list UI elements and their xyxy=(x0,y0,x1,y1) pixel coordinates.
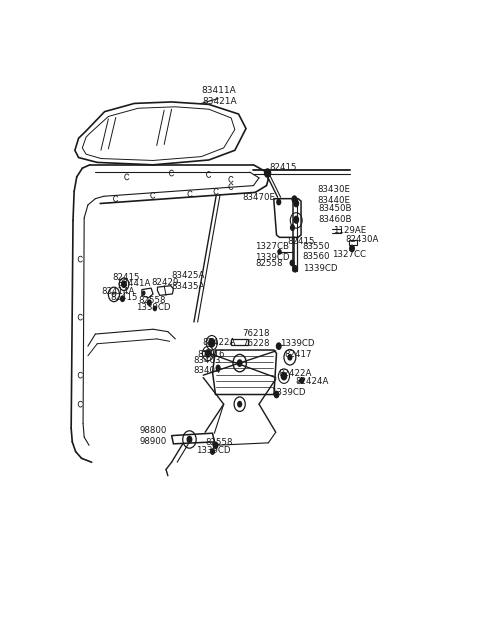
Text: 83450B
83460B: 83450B 83460B xyxy=(319,203,352,224)
Circle shape xyxy=(153,306,157,311)
Circle shape xyxy=(293,200,299,207)
Text: 1339CD: 1339CD xyxy=(280,339,315,349)
Text: 1327CC: 1327CC xyxy=(332,250,366,259)
Circle shape xyxy=(276,342,282,350)
Text: 83411A
83421A: 83411A 83421A xyxy=(202,86,237,106)
Circle shape xyxy=(120,295,125,302)
Text: 82415: 82415 xyxy=(110,293,138,302)
Circle shape xyxy=(276,198,281,205)
Circle shape xyxy=(186,436,192,443)
Text: 82415: 82415 xyxy=(112,273,140,282)
Text: 82417: 82417 xyxy=(285,350,312,359)
Circle shape xyxy=(290,224,295,231)
Circle shape xyxy=(213,441,218,449)
Circle shape xyxy=(292,265,298,273)
Text: 82422A: 82422A xyxy=(279,369,312,378)
Text: 83425A
83435A: 83425A 83435A xyxy=(172,271,205,291)
Text: 82415: 82415 xyxy=(288,237,315,246)
Circle shape xyxy=(289,259,295,266)
Text: 1339CD: 1339CD xyxy=(136,303,171,312)
Text: 82558: 82558 xyxy=(206,438,233,447)
Circle shape xyxy=(291,195,297,203)
Circle shape xyxy=(216,364,221,371)
Text: 1339CD: 1339CD xyxy=(271,388,306,397)
Text: 82558: 82558 xyxy=(255,259,283,268)
Text: 82416: 82416 xyxy=(197,350,224,359)
Circle shape xyxy=(208,338,216,348)
Text: 82430A: 82430A xyxy=(346,236,379,244)
Text: 82429: 82429 xyxy=(151,278,179,287)
Circle shape xyxy=(293,215,299,224)
Circle shape xyxy=(237,359,243,367)
Circle shape xyxy=(142,291,145,295)
Circle shape xyxy=(264,168,271,178)
Circle shape xyxy=(294,217,299,224)
Circle shape xyxy=(281,372,288,381)
Circle shape xyxy=(277,249,282,255)
Text: 82414A: 82414A xyxy=(101,287,134,296)
Circle shape xyxy=(299,377,304,384)
Circle shape xyxy=(147,300,152,306)
Text: 76218
76228: 76218 76228 xyxy=(242,328,270,349)
Circle shape xyxy=(274,391,279,398)
Text: 1339CD: 1339CD xyxy=(302,264,337,273)
Text: 98800
98900: 98800 98900 xyxy=(140,426,168,446)
Text: 83403
83404: 83403 83404 xyxy=(193,355,221,376)
Circle shape xyxy=(288,354,292,360)
Circle shape xyxy=(210,448,215,455)
Text: 83430E
83440E: 83430E 83440E xyxy=(317,185,350,205)
Text: 82441A: 82441A xyxy=(118,279,151,288)
Text: 82424A: 82424A xyxy=(295,377,328,386)
Circle shape xyxy=(349,245,355,252)
Text: 1339CD: 1339CD xyxy=(196,446,230,455)
Circle shape xyxy=(204,349,211,358)
Circle shape xyxy=(121,280,127,288)
Text: 82415: 82415 xyxy=(269,163,297,171)
Text: 1129AE: 1129AE xyxy=(334,225,367,235)
Text: 82558: 82558 xyxy=(138,296,166,305)
Text: 83470E: 83470E xyxy=(242,193,275,202)
Text: 83550
83560: 83550 83560 xyxy=(302,242,330,261)
Text: 82422A: 82422A xyxy=(202,338,236,347)
Text: 1327CB
1339CD: 1327CB 1339CD xyxy=(255,242,290,263)
Circle shape xyxy=(237,401,242,408)
